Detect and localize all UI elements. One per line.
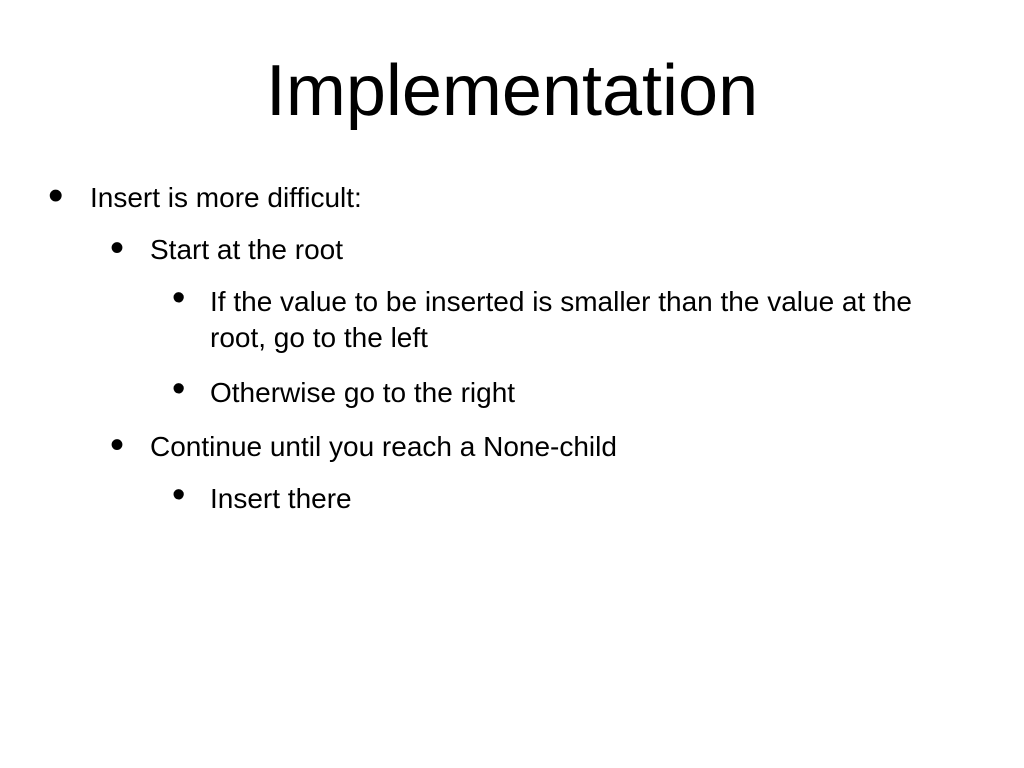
slide-container: Implementation Insert is more difficult:… — [0, 0, 1024, 768]
bullet-text: If the value to be inserted is smaller t… — [210, 286, 912, 353]
list-item: Insert there — [210, 481, 974, 517]
bullet-list-level-2: Start at the root If the value to be ins… — [90, 234, 974, 518]
list-item: Start at the root If the value to be ins… — [150, 234, 974, 411]
list-item: Insert is more difficult: Start at the r… — [90, 182, 974, 518]
bullet-list-level-3: Insert there — [150, 481, 974, 517]
list-item: If the value to be inserted is smaller t… — [210, 284, 974, 357]
bullet-list-level-1: Insert is more difficult: Start at the r… — [50, 182, 974, 518]
list-item: Otherwise go to the right — [210, 375, 974, 411]
bullet-text: Start at the root — [150, 234, 343, 265]
bullet-text: Continue until you reach a None-child — [150, 431, 617, 462]
bullet-text: Otherwise go to the right — [210, 377, 515, 408]
bullet-text: Insert there — [210, 483, 352, 514]
list-item: Continue until you reach a None-child In… — [150, 431, 974, 517]
bullet-list-level-3: If the value to be inserted is smaller t… — [150, 284, 974, 411]
slide-title: Implementation — [50, 50, 974, 132]
bullet-text: Insert is more difficult: — [90, 182, 362, 213]
